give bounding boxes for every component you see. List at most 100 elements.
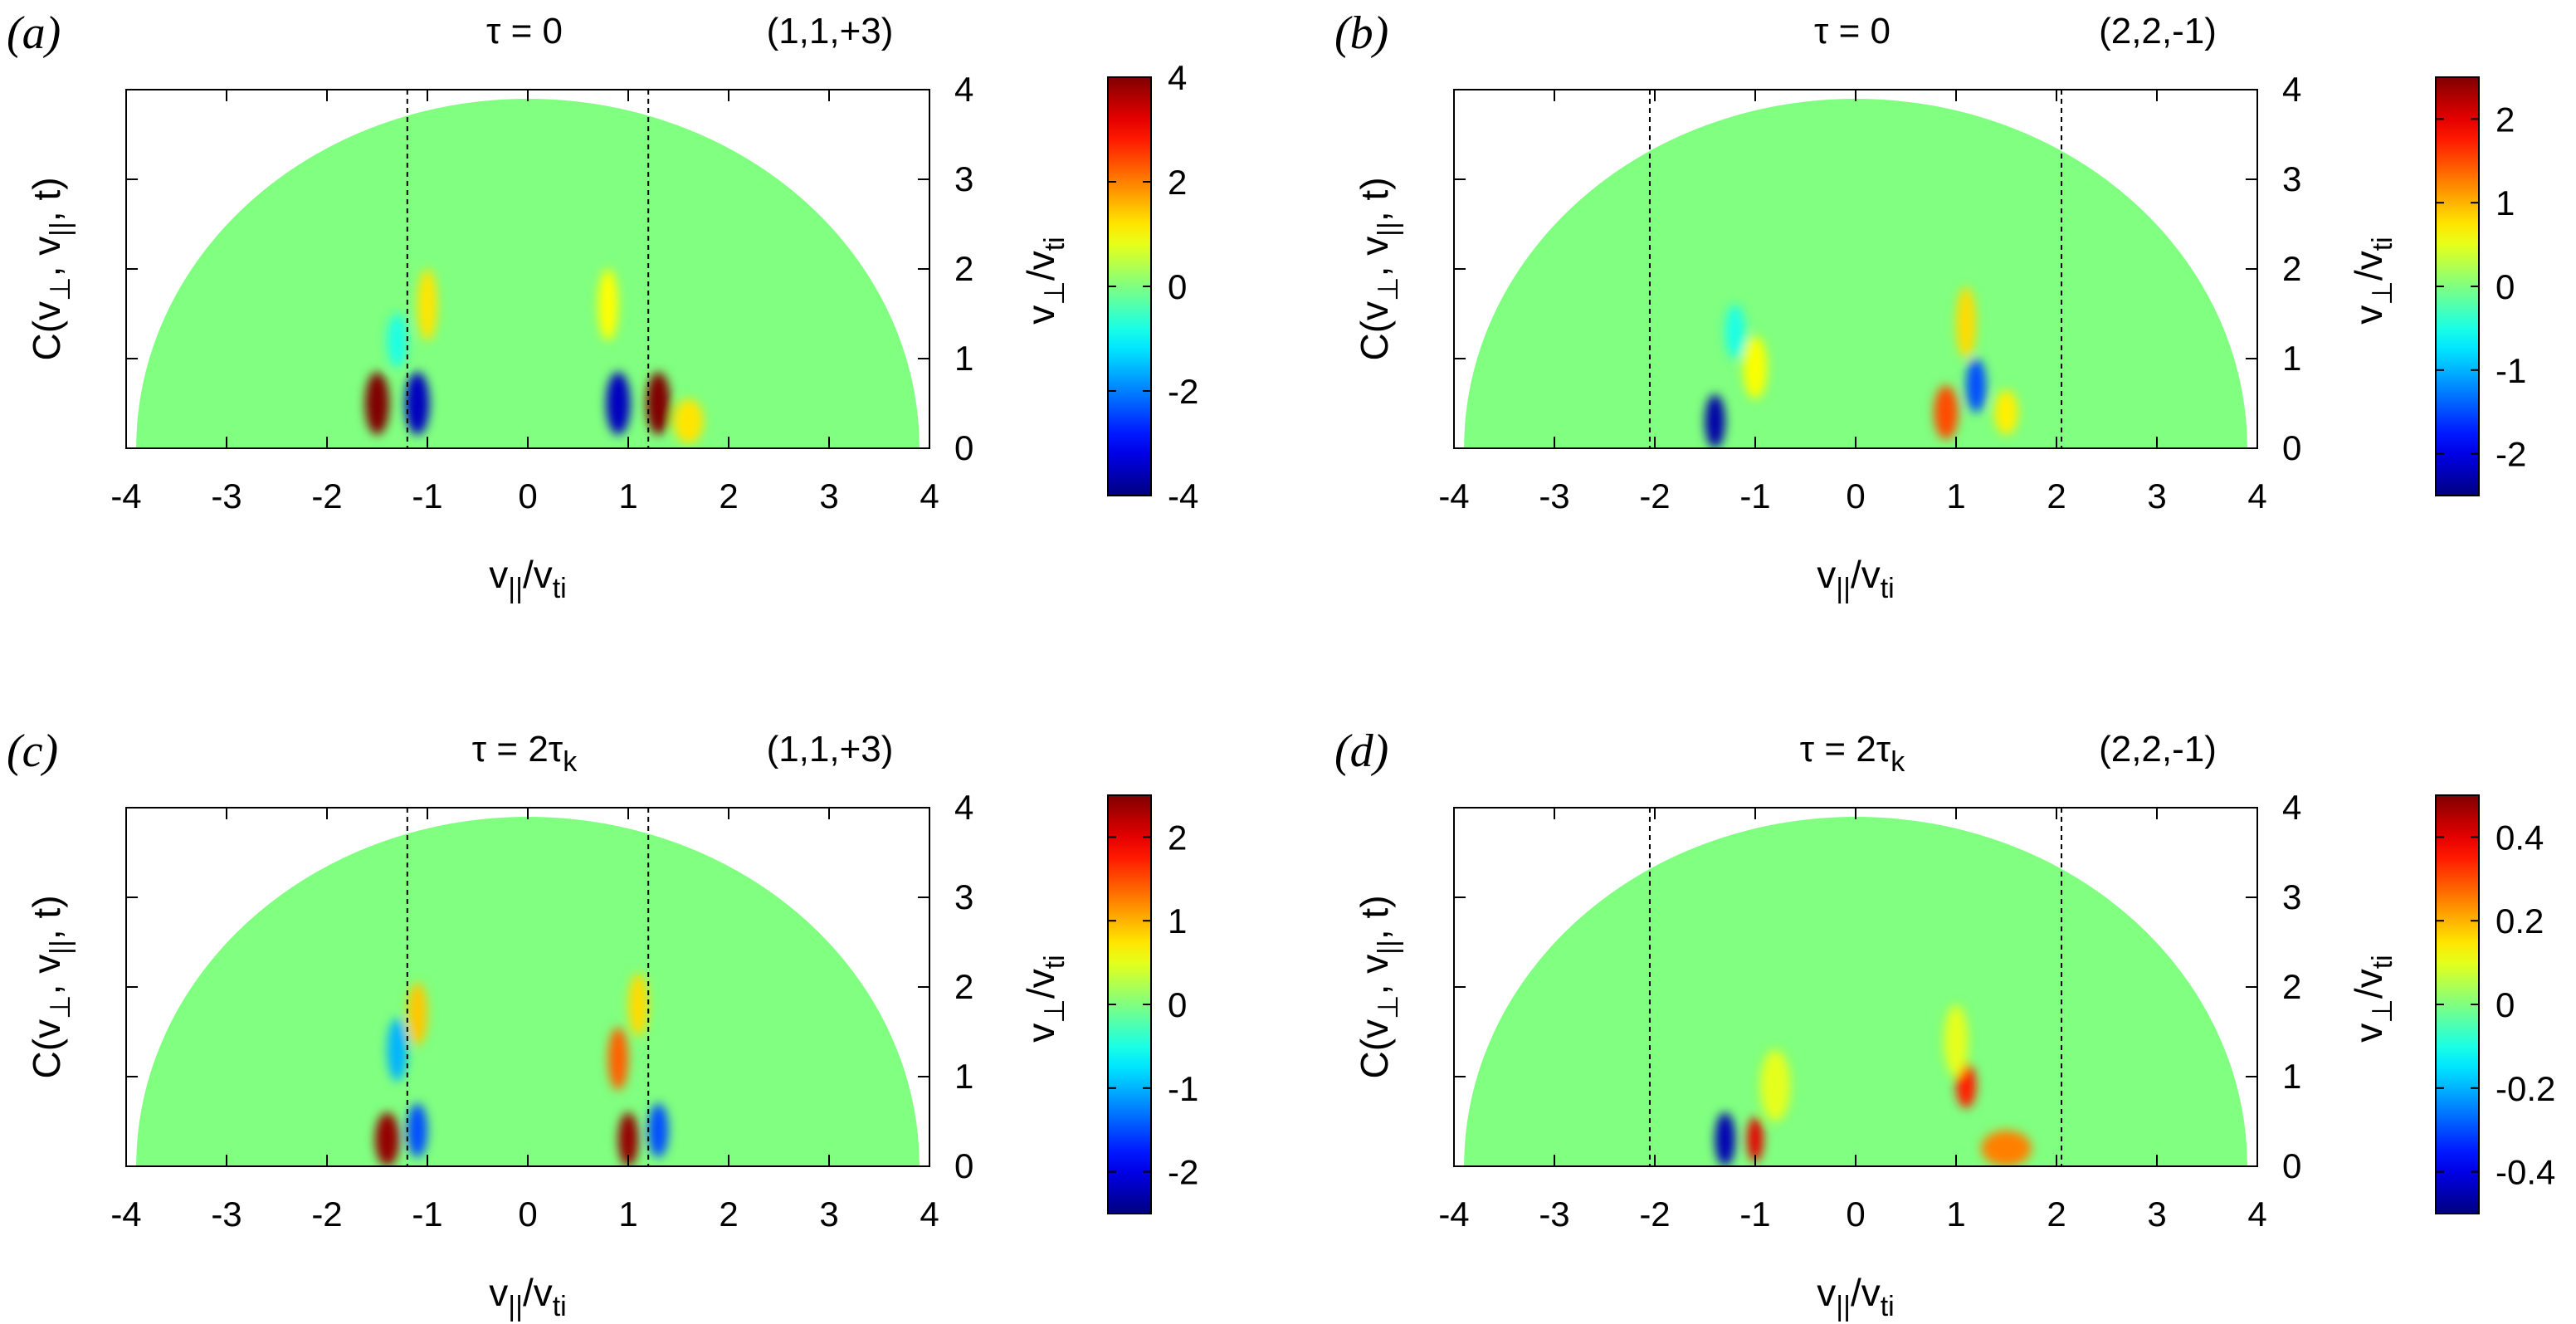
colorbar-tick-label: -0.2 [2496,1069,2555,1108]
x-tick-label: -4 [110,476,141,515]
panel-title: τ = 2τk [1800,729,1905,778]
x-tick-label: 3 [819,476,838,515]
y-tick-label: 4 [2282,788,2301,827]
panel-title: τ = 0 [486,11,563,51]
x-tick-label: 3 [2147,476,2166,515]
x-tick-label: -1 [412,1195,442,1234]
x-tick-label: 1 [618,1195,637,1234]
y-tick-label: 1 [954,1057,973,1096]
colorbar-tick-label: -1 [2496,351,2526,390]
y-tick-label: 0 [2282,428,2301,467]
mode-label: (1,1,+3) [767,729,894,769]
heatmap-cell [1715,1112,1735,1166]
x-tick-label: 3 [819,1195,838,1234]
x-tick-label: 0 [518,476,537,515]
heatmap-cell [1956,1063,1977,1108]
heatmap-cell [628,973,649,1037]
heatmap-cell [364,372,390,435]
heatmap-cell [617,1112,639,1166]
x-tick-label: 1 [1946,476,1965,515]
heatmap-cell [375,1112,400,1166]
heatmap-cell [606,372,631,435]
colorbar-tick-label: 0 [1168,267,1187,306]
heatmap-features [1705,286,2019,448]
x-tick-label: -2 [1639,476,1670,515]
heatmap-features [364,269,704,444]
colorbar-tick-label: 0 [2496,985,2515,1024]
heatmap-cell [1747,1116,1764,1162]
x-tick-label: -3 [1539,476,1569,515]
colorbar-tick-label: -1 [1168,1069,1198,1108]
y-tick-label: 4 [954,70,973,109]
heatmap-cell [405,372,430,435]
y-tick-label: 2 [954,249,973,288]
colorbar-tick-label: 1 [2496,183,2515,222]
y-axis-label-right: v⊥/vti [2347,237,2398,324]
colorbar-tick-label: -2 [1168,1153,1198,1192]
heatmap-cell [673,398,704,444]
heatmap-cell [1760,1049,1791,1121]
x-axis-label: v||/vti [489,1271,566,1322]
x-tick-label: 4 [2247,476,2266,515]
heatmap-cell [417,269,438,341]
heatmap-cell [407,1103,427,1158]
colorbar-tick-label: -2 [2496,435,2526,474]
y-tick-label: 3 [954,877,973,916]
x-tick-label: -1 [1739,476,1770,515]
mode-label: (1,1,+3) [767,11,894,51]
x-axis-label: v||/vti [489,553,566,604]
x-tick-label: -2 [311,1195,342,1234]
heatmap-cell [387,314,407,368]
heatmap-cell [607,1027,629,1091]
y-axis-label-right: v⊥/vti [1019,237,1071,324]
x-tick-label: 2 [2047,476,2066,515]
x-tick-label: -3 [211,1195,242,1234]
x-tick-label: -2 [311,476,342,515]
y-tick-label: 0 [954,1146,973,1185]
x-tick-label: -4 [110,1195,141,1234]
x-tick-label: -3 [211,476,242,515]
y-axis-label-left: C(v⊥, v||, t) [25,177,76,360]
y-tick-label: 4 [954,788,973,827]
x-tick-label: 4 [920,476,939,515]
heatmap-cell [1981,1130,2032,1166]
x-tick-label: 0 [1846,476,1865,515]
y-tick-label: 2 [2282,249,2301,288]
x-tick-label: 3 [2147,1195,2166,1234]
y-tick-label: 0 [2282,1146,2301,1185]
heatmap-cell [648,1103,669,1158]
x-tick-label: -4 [1438,1195,1469,1234]
panel-letter: (b) [1334,7,1388,59]
y-tick-label: 0 [954,428,973,467]
x-tick-label: 2 [2047,1195,2066,1234]
heatmap-cell [387,1018,407,1082]
colorbar-tick-label: 4 [1168,58,1187,97]
colorbar-tick-label: 1 [1168,901,1187,940]
x-tick-label: 2 [719,476,738,515]
heatmap-cell [407,982,427,1046]
y-axis-label-left: C(v⊥, v||, t) [1353,895,1404,1078]
x-tick-label: 4 [920,1195,939,1234]
y-axis-label-left: C(v⊥, v||, t) [25,895,76,1078]
y-tick-label: 3 [2282,877,2301,916]
panel-title: τ = 2τk [472,729,578,778]
x-tick-label: -4 [1438,476,1469,515]
heatmap-features [375,973,669,1166]
colorbar-tick-label: -4 [1168,476,1198,515]
y-axis-label-left: C(v⊥, v||, t) [1353,177,1404,360]
y-tick-label: 1 [2282,1057,2301,1096]
mode-label: (2,2,-1) [2099,11,2217,51]
x-tick-label: -1 [1739,1195,1770,1234]
heatmap-cell [1966,359,1987,413]
x-tick-label: -3 [1539,1195,1569,1234]
panel-letter: (a) [7,7,61,59]
x-tick-label: 2 [719,1195,738,1234]
colorbar-tick-label: 0 [1168,985,1187,1024]
heatmap-domain [1464,98,2247,449]
y-tick-label: 3 [954,159,973,198]
panel-title: τ = 0 [1814,11,1891,51]
heatmap-cell [646,372,671,435]
